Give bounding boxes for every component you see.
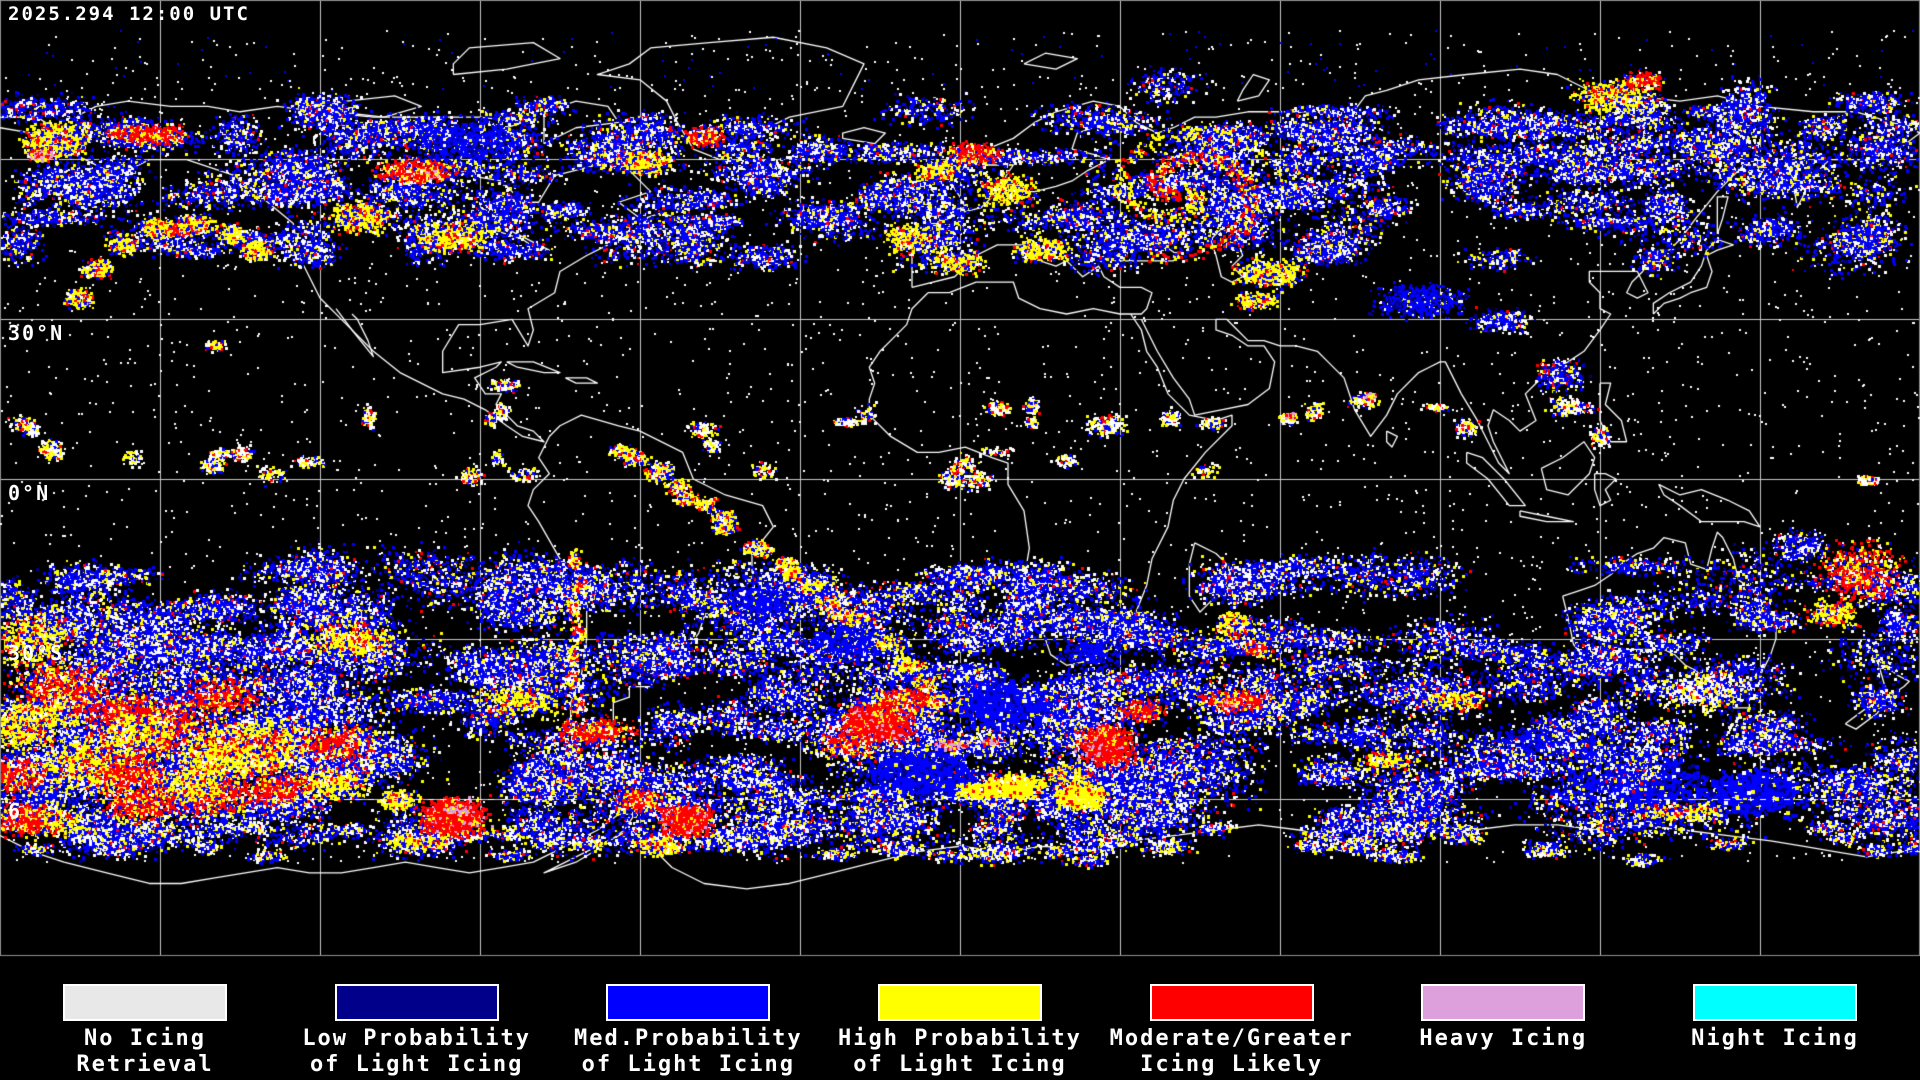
- legend-label: of Light Icing: [853, 1052, 1067, 1077]
- timestamp: 2025.294 12:00 UTC: [8, 3, 250, 25]
- legend-swatch-high-prob: [877, 984, 1042, 1021]
- legend-item-heavy-icing: Heavy Icing: [1368, 958, 1638, 1080]
- legend: No Icing Retrieval Low Probability of Li…: [0, 958, 1920, 1080]
- legend-item-high-prob: High Probability of Light Icing: [825, 958, 1095, 1080]
- legend-label: Low Probability: [302, 1026, 531, 1051]
- map-area: 2025.294 12:00 UTC 30°N 0°N 30°S 6: [0, 0, 1920, 958]
- legend-label: of Light Icing: [581, 1052, 796, 1077]
- legend-item-low-prob: Low Probability of Light Icing: [282, 958, 552, 1080]
- legend-label: Med.Probability: [573, 1026, 803, 1051]
- legend-swatch-med-prob: [606, 984, 771, 1021]
- legend-label: of Light Icing: [309, 1052, 524, 1077]
- legend-label: No Icing: [84, 1026, 206, 1051]
- legend-label: Icing Likely: [1140, 1052, 1324, 1077]
- lat-label-30s: 30°S: [8, 641, 65, 665]
- legend-label: Night Icing: [1691, 1026, 1859, 1051]
- legend-item-moderate-greater: Moderate/Greater Icing Likely: [1097, 958, 1367, 1080]
- legend-swatch-low-prob: [334, 984, 499, 1021]
- legend-label: High Probability: [838, 1026, 1082, 1051]
- legend-swatch-night-icing: [1692, 984, 1857, 1021]
- lat-label-30n: 30°N: [8, 321, 65, 345]
- legend-item-med-prob: Med.Probability of Light Icing: [553, 958, 823, 1080]
- lat-label-60s-partial: 6: [8, 799, 23, 823]
- world-map-canvas: [0, 0, 1920, 958]
- legend-label: Retrieval: [76, 1052, 214, 1077]
- lat-label-0n: 0°N: [8, 481, 51, 505]
- legend-swatch-heavy-icing: [1421, 984, 1586, 1021]
- legend-item-night-icing: Night Icing: [1640, 958, 1910, 1080]
- legend-item-no-icing: No Icing Retrieval: [10, 958, 280, 1080]
- legend-swatch-moderate-greater: [1149, 984, 1314, 1021]
- legend-label: Moderate/Greater: [1109, 1026, 1354, 1051]
- legend-label: Heavy Icing: [1419, 1026, 1588, 1051]
- legend-swatch-no-icing: [63, 984, 227, 1021]
